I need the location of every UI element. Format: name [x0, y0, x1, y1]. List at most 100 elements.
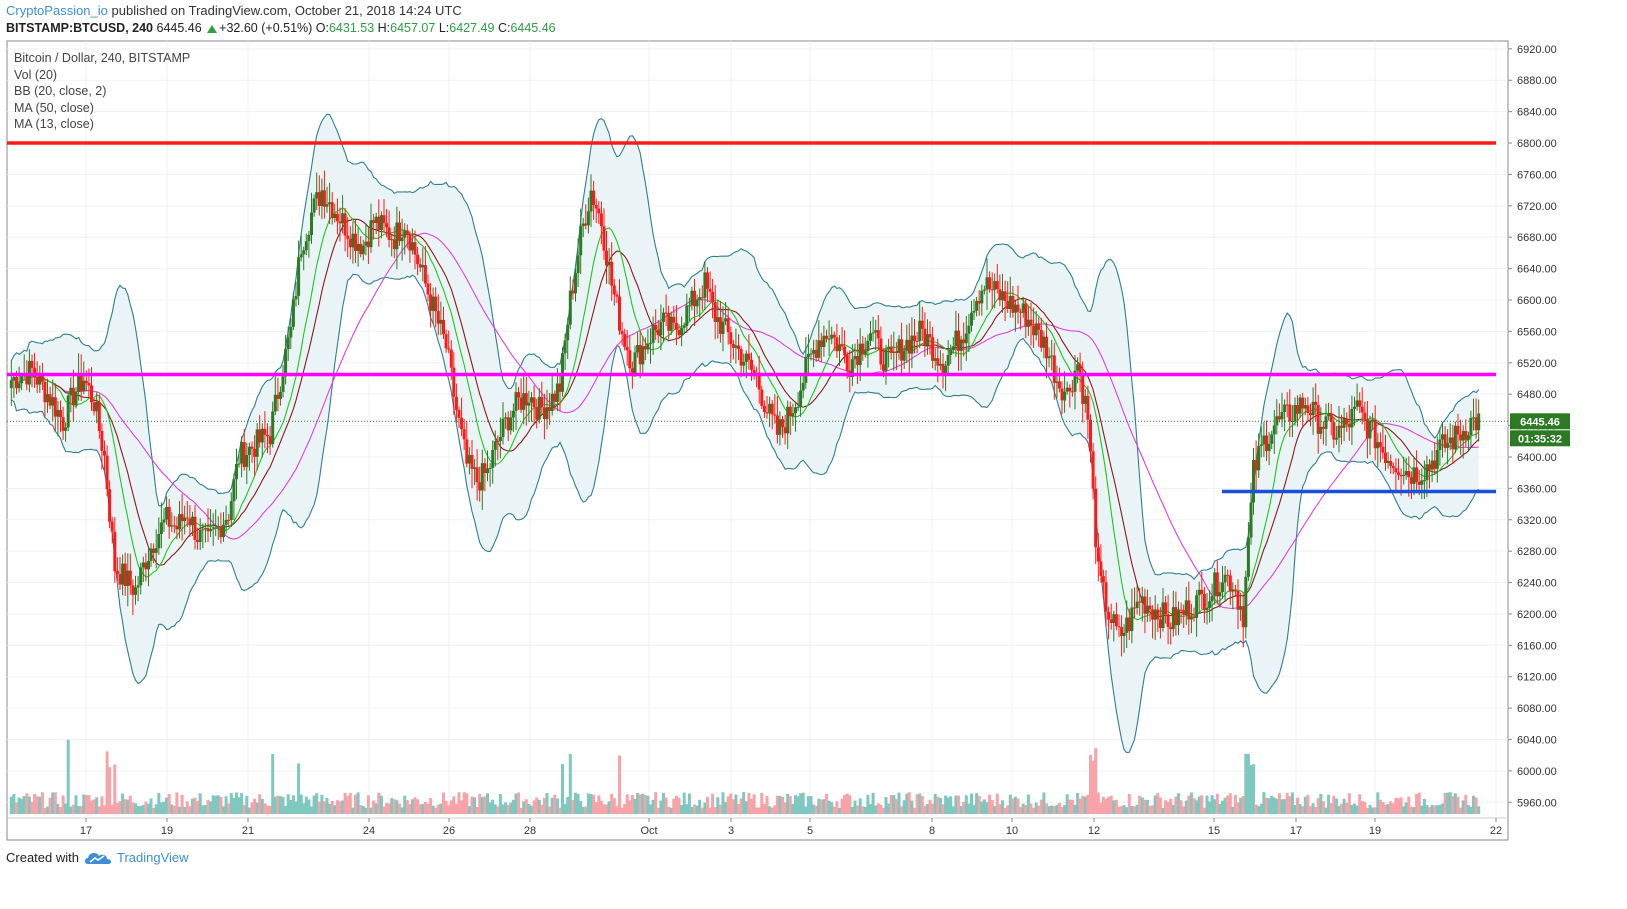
candle-body[interactable]: [488, 467, 492, 469]
candle-body[interactable]: [887, 346, 891, 350]
candle-body[interactable]: [1001, 291, 1004, 301]
candle-body[interactable]: [338, 221, 342, 224]
candle-body[interactable]: [1164, 602, 1168, 615]
candle-body[interactable]: [170, 525, 174, 527]
candle-body[interactable]: [59, 410, 62, 418]
candle-body[interactable]: [1464, 431, 1468, 440]
candle-body[interactable]: [1195, 595, 1199, 618]
candle-body[interactable]: [100, 431, 104, 451]
candle-body[interactable]: [1397, 472, 1400, 475]
candle-body[interactable]: [333, 213, 337, 219]
candle-body[interactable]: [1353, 406, 1356, 409]
candle-body[interactable]: [77, 373, 81, 392]
candle-body[interactable]: [442, 319, 445, 335]
candle-body[interactable]: [216, 526, 220, 528]
candle-body[interactable]: [1008, 296, 1012, 309]
candle-body[interactable]: [876, 330, 880, 339]
candle-body[interactable]: [82, 380, 86, 392]
candle-body[interactable]: [1221, 582, 1224, 593]
candle-body[interactable]: [700, 297, 704, 299]
candle-body[interactable]: [421, 265, 425, 268]
candle-body[interactable]: [498, 437, 502, 442]
candle-body[interactable]: [1135, 601, 1139, 608]
candle-body[interactable]: [335, 213, 339, 222]
candle-body[interactable]: [291, 299, 295, 327]
candle-body[interactable]: [452, 367, 456, 397]
candle-body[interactable]: [431, 296, 435, 311]
candle-body[interactable]: [410, 242, 414, 251]
candle-body[interactable]: [1037, 323, 1041, 330]
candle-body[interactable]: [716, 317, 720, 322]
candle-body[interactable]: [1244, 576, 1248, 628]
candle-body[interactable]: [662, 312, 665, 322]
candle-body[interactable]: [519, 397, 523, 410]
candle-body[interactable]: [1143, 596, 1147, 614]
candle-body[interactable]: [649, 342, 652, 344]
candle-body[interactable]: [1409, 477, 1413, 484]
candle-body[interactable]: [209, 529, 213, 532]
candle-body[interactable]: [814, 349, 818, 358]
candle-body[interactable]: [550, 393, 554, 411]
candle-body[interactable]: [1120, 627, 1124, 636]
candle-body[interactable]: [1223, 574, 1227, 583]
candle-body[interactable]: [687, 305, 691, 307]
candle-body[interactable]: [457, 409, 461, 418]
candle-body[interactable]: [654, 324, 658, 330]
candle-body[interactable]: [214, 527, 218, 529]
candle-body[interactable]: [501, 418, 505, 437]
candle-body[interactable]: [377, 216, 381, 230]
candle-body[interactable]: [1456, 425, 1460, 435]
candle-body[interactable]: [1239, 606, 1243, 610]
candle-body[interactable]: [1373, 419, 1377, 449]
candle-body[interactable]: [866, 340, 870, 351]
candle-body[interactable]: [905, 339, 909, 351]
candle-body[interactable]: [1311, 401, 1315, 416]
candle-body[interactable]: [152, 548, 156, 553]
candle-body[interactable]: [506, 417, 510, 431]
candle-body[interactable]: [638, 345, 642, 365]
candle-body[interactable]: [219, 526, 223, 538]
candle-body[interactable]: [1006, 301, 1010, 309]
candle-body[interactable]: [379, 215, 383, 230]
candle-body[interactable]: [69, 387, 73, 396]
candle-body[interactable]: [1187, 600, 1191, 620]
candle-body[interactable]: [348, 238, 352, 248]
legend-ma13[interactable]: MA (13, close): [14, 117, 94, 131]
candle-body[interactable]: [889, 346, 893, 353]
candle-body[interactable]: [706, 272, 709, 289]
candle-body[interactable]: [597, 208, 601, 214]
candle-body[interactable]: [703, 272, 707, 298]
candle-body[interactable]: [1122, 632, 1126, 636]
candle-body[interactable]: [832, 334, 836, 338]
candle-body[interactable]: [1070, 391, 1074, 393]
candle-body[interactable]: [734, 345, 738, 348]
candle-body[interactable]: [1254, 460, 1258, 471]
candle-body[interactable]: [568, 290, 572, 325]
candle-body[interactable]: [1107, 611, 1111, 620]
candle-body[interactable]: [434, 296, 438, 312]
candle-body[interactable]: [680, 327, 684, 336]
candle-body[interactable]: [504, 417, 508, 419]
candle-body[interactable]: [804, 357, 808, 383]
candle-body[interactable]: [193, 516, 197, 540]
candle-body[interactable]: [115, 571, 119, 574]
candle-body[interactable]: [121, 563, 125, 585]
candle-body[interactable]: [1334, 437, 1338, 440]
candle-body[interactable]: [863, 350, 867, 355]
candle-body[interactable]: [1394, 468, 1398, 473]
candle-body[interactable]: [871, 332, 875, 334]
candle-body[interactable]: [806, 353, 810, 358]
candle-body[interactable]: [35, 377, 39, 385]
candle-body[interactable]: [1099, 561, 1103, 577]
candle-body[interactable]: [271, 411, 275, 444]
candle-body[interactable]: [685, 305, 689, 326]
candle-body[interactable]: [165, 506, 169, 520]
candle-body[interactable]: [718, 317, 722, 334]
candle-body[interactable]: [768, 403, 772, 414]
candle-body[interactable]: [628, 350, 632, 369]
candle-body[interactable]: [610, 261, 614, 286]
author-link[interactable]: CryptoPassion_io: [6, 3, 108, 18]
candle-body[interactable]: [1309, 413, 1312, 416]
candle-body[interactable]: [509, 417, 513, 431]
